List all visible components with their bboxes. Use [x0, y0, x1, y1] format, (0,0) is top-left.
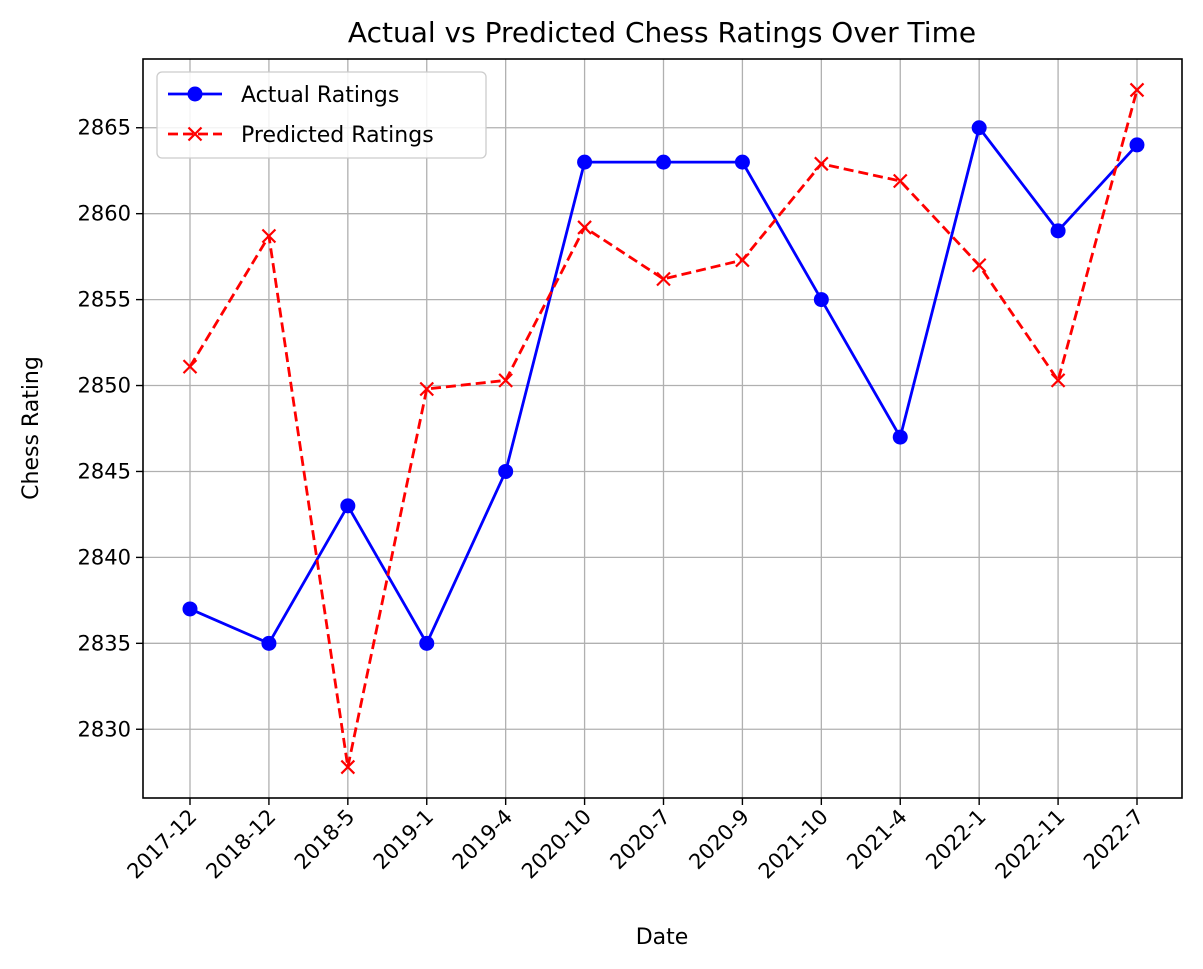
data-point [498, 463, 514, 479]
x-tick-label: 2022-7 [1079, 805, 1149, 875]
data-point [182, 359, 198, 374]
data-point [1050, 373, 1066, 388]
data-point [261, 635, 277, 651]
data-point [498, 373, 513, 388]
grid [143, 59, 1182, 798]
x-tick-label: 2017-12 [123, 805, 202, 884]
data-point [419, 381, 435, 397]
x-tick-label: 2020-7 [605, 805, 675, 875]
y-tick-label: 2835 [78, 631, 131, 655]
data-point [419, 635, 435, 651]
x-tick-label: 2020-9 [684, 805, 754, 875]
y-tick-label: 2850 [78, 374, 131, 398]
x-tick-label: 2022-11 [991, 805, 1070, 884]
data-point [734, 154, 750, 170]
data-point [813, 292, 829, 308]
x-tick-label: 2018-12 [201, 805, 280, 884]
legend-marker [187, 126, 203, 142]
y-tick-label: 2860 [78, 202, 131, 226]
data-point [892, 173, 908, 189]
series-layer [182, 82, 1145, 775]
series-actual [182, 120, 1145, 651]
plot-frame [142, 58, 1183, 799]
data-point [971, 257, 987, 273]
x-tick-label: 2021-4 [842, 805, 912, 875]
y-tick-label: 2865 [78, 116, 131, 140]
data-point [182, 601, 198, 617]
data-point [1129, 137, 1145, 153]
y-tick-label: 2845 [78, 459, 131, 483]
legend: Actual Ratings Predicted Ratings [156, 71, 487, 159]
x-axis: 2017-12 2018-12 2018-5 2019-1 2019-4 2020-10 2… [123, 798, 1149, 884]
legend-label: Actual Ratings [241, 83, 399, 108]
y-tick-label: 2855 [78, 288, 131, 312]
data-point [1050, 223, 1066, 239]
legend-label: Predicted Ratings [241, 123, 434, 148]
data-point [892, 429, 908, 445]
data-point [1129, 82, 1145, 98]
y-tick-label: 2840 [78, 545, 131, 569]
data-point [261, 228, 277, 244]
x-tick-label: 2020-10 [517, 805, 596, 884]
x-tick-label: 2018-5 [290, 805, 360, 875]
y-axis-label: Chess Rating [19, 356, 44, 500]
data-point [340, 759, 356, 775]
series-predicted [182, 82, 1145, 775]
data-point [577, 220, 592, 235]
legend-marker [187, 86, 203, 102]
x-tick-label: 2022-1 [921, 805, 991, 875]
data-point [340, 498, 356, 514]
x-tick-label: 2019-1 [369, 805, 439, 875]
x-tick-label: 2019-4 [448, 805, 518, 875]
data-point [971, 120, 987, 136]
data-point [735, 252, 750, 268]
chart-title: Actual vs Predicted Chess Ratings Over T… [348, 16, 976, 49]
legend-box [156, 71, 487, 159]
data-point [814, 156, 829, 172]
y-axis: 2830 2835 2840 2845 2850 2855 2860 2865 [78, 116, 143, 741]
y-tick-label: 2830 [78, 717, 131, 741]
x-axis-label: Date [636, 925, 689, 950]
data-point [656, 154, 671, 170]
x-tick-label: 2021-10 [754, 805, 833, 884]
data-point [577, 154, 593, 170]
data-point [656, 271, 671, 287]
